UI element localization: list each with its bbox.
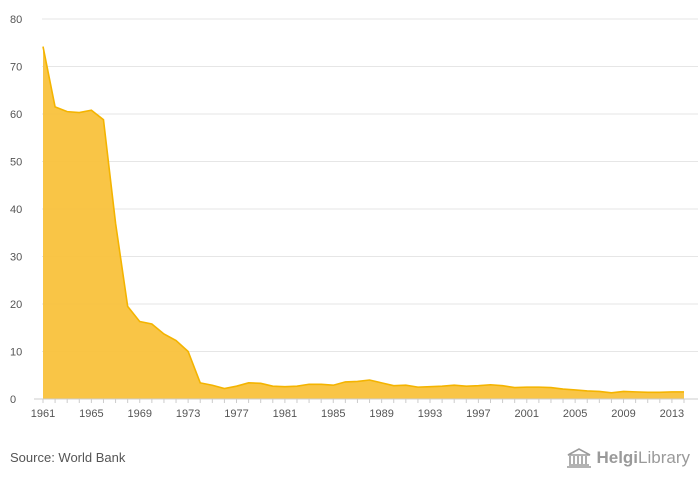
y-tick-label: 50: [10, 157, 22, 169]
x-tick-label: 2005: [563, 408, 587, 420]
series-area: [42, 46, 684, 400]
x-tick-label: 1965: [79, 408, 103, 420]
series-line: [42, 46, 684, 394]
y-tick-label: 30: [10, 252, 22, 264]
x-tick-label: 1985: [321, 408, 345, 420]
y-tick-label: 60: [10, 109, 22, 121]
y-tick-label: 10: [10, 347, 22, 359]
x-tick-label: 2009: [611, 408, 635, 420]
gridlines: [42, 18, 698, 352]
x-axis: 1961 1965 1969 1973 1977 1981 1985 1989 1993 1997…: [31, 398, 698, 420]
library-building-icon: [567, 448, 592, 468]
brand-logo[interactable]: Helgi Library: [566, 447, 690, 469]
brand-name-strong: Helgi: [596, 448, 639, 467]
x-tick-label: 2001: [515, 408, 539, 420]
y-tick-label: 80: [10, 14, 22, 26]
brand-name-light: Library: [638, 448, 690, 467]
x-tick-label: 1997: [466, 408, 490, 420]
x-tick-label: 1969: [128, 408, 152, 420]
x-tick-label: 2013: [660, 408, 684, 420]
x-tick-label: 1961: [31, 408, 55, 420]
y-axis: 0 10 20 30 40 50 60 70 80: [10, 14, 22, 406]
x-tick-label: 1977: [224, 408, 248, 420]
x-tick-label: 1989: [369, 408, 393, 420]
y-tick-label: 40: [10, 204, 22, 216]
y-tick-label: 20: [10, 299, 22, 311]
area-fill: [43, 46, 684, 400]
x-tick-label: 1993: [418, 408, 442, 420]
y-tick-label: 0: [10, 394, 16, 406]
x-tick-label: 1981: [273, 408, 297, 420]
y-tick-label: 70: [10, 62, 22, 74]
x-tick-label: 1973: [176, 408, 200, 420]
source-note: Source: World Bank: [10, 450, 126, 465]
